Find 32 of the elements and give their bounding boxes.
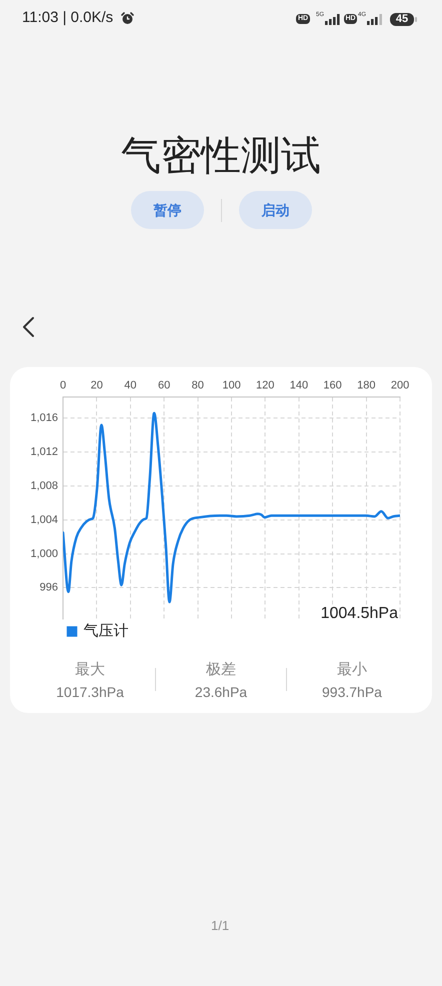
battery-icon: 45: [390, 13, 417, 26]
x-tick-label: 100: [222, 379, 241, 392]
text: 23.6hPa: [194, 683, 248, 701]
x-tick-label: 40: [124, 379, 137, 392]
text: 1017.3hPa: [55, 683, 125, 701]
button[interactable]: 启动: [239, 191, 312, 229]
line-series: [63, 412, 400, 604]
y-tick-label: 1,004: [30, 514, 58, 526]
button[interactable]: 暂停: [131, 191, 204, 229]
y-tick-label: 1,012: [30, 446, 58, 458]
x-tick-label: 200: [390, 379, 410, 392]
chart-title: 气密性测试: [120, 132, 322, 180]
x-tick-label: 20: [90, 379, 103, 392]
x-tick-label: 60: [158, 379, 170, 392]
annotation: 1004.5hPa: [320, 604, 398, 624]
text: 极差: [205, 661, 237, 679]
y-tick-label: 996: [40, 582, 58, 594]
text: 993.7hPa: [321, 683, 383, 701]
y-tick-label: 1,016: [30, 412, 58, 424]
text: 1/1: [211, 918, 230, 934]
legend-label: 气压计: [84, 622, 128, 640]
text: 最大: [74, 661, 106, 679]
text: 11:03 | 0.0K/s: [22, 9, 114, 27]
x-tick-label: 80: [192, 379, 204, 392]
x-tick-label: 0: [60, 379, 66, 392]
text: 最小: [336, 661, 368, 679]
x-tick-label: 120: [256, 379, 274, 392]
x-tick-label: 160: [323, 379, 342, 392]
x-tick-label: 180: [357, 379, 376, 392]
y-tick-label: 1,000: [30, 548, 58, 560]
x-tick-label: 140: [290, 379, 308, 392]
y-tick-label: 1,008: [30, 480, 58, 492]
